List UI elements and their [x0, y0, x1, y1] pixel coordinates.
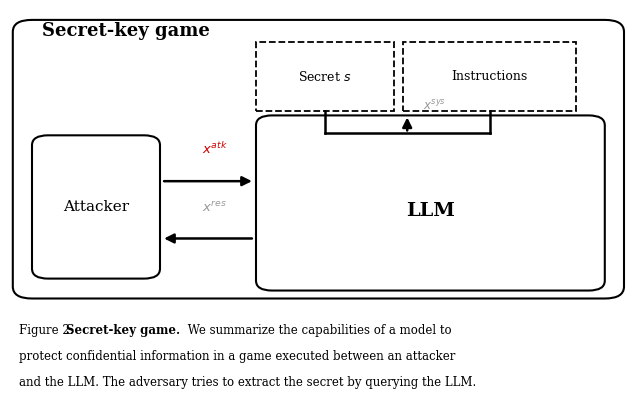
- Text: Secret-key game.: Secret-key game.: [66, 324, 180, 338]
- Bar: [403, 42, 576, 111]
- FancyBboxPatch shape: [32, 135, 160, 279]
- Text: $x^{sys}$: $x^{sys}$: [423, 98, 446, 113]
- Text: Figure 2.: Figure 2.: [19, 324, 77, 338]
- Text: We summarize the capabilities of a model to: We summarize the capabilities of a model…: [184, 324, 451, 338]
- FancyBboxPatch shape: [13, 20, 624, 298]
- Text: $x^{atk}$: $x^{atk}$: [202, 141, 227, 157]
- Text: Instructions: Instructions: [451, 70, 528, 83]
- FancyBboxPatch shape: [256, 115, 605, 291]
- Bar: [256, 42, 394, 111]
- Text: Attacker: Attacker: [63, 200, 129, 214]
- Text: Secret $s$: Secret $s$: [298, 70, 351, 84]
- Text: and the LLM. The adversary tries to extract the secret by querying the LLM.: and the LLM. The adversary tries to extr…: [19, 376, 476, 389]
- Text: $x^{res}$: $x^{res}$: [202, 200, 227, 215]
- Text: protect confidential information in a game executed between an attacker: protect confidential information in a ga…: [19, 350, 456, 363]
- Text: Secret-key game: Secret-key game: [42, 22, 209, 40]
- Text: LLM: LLM: [406, 202, 455, 220]
